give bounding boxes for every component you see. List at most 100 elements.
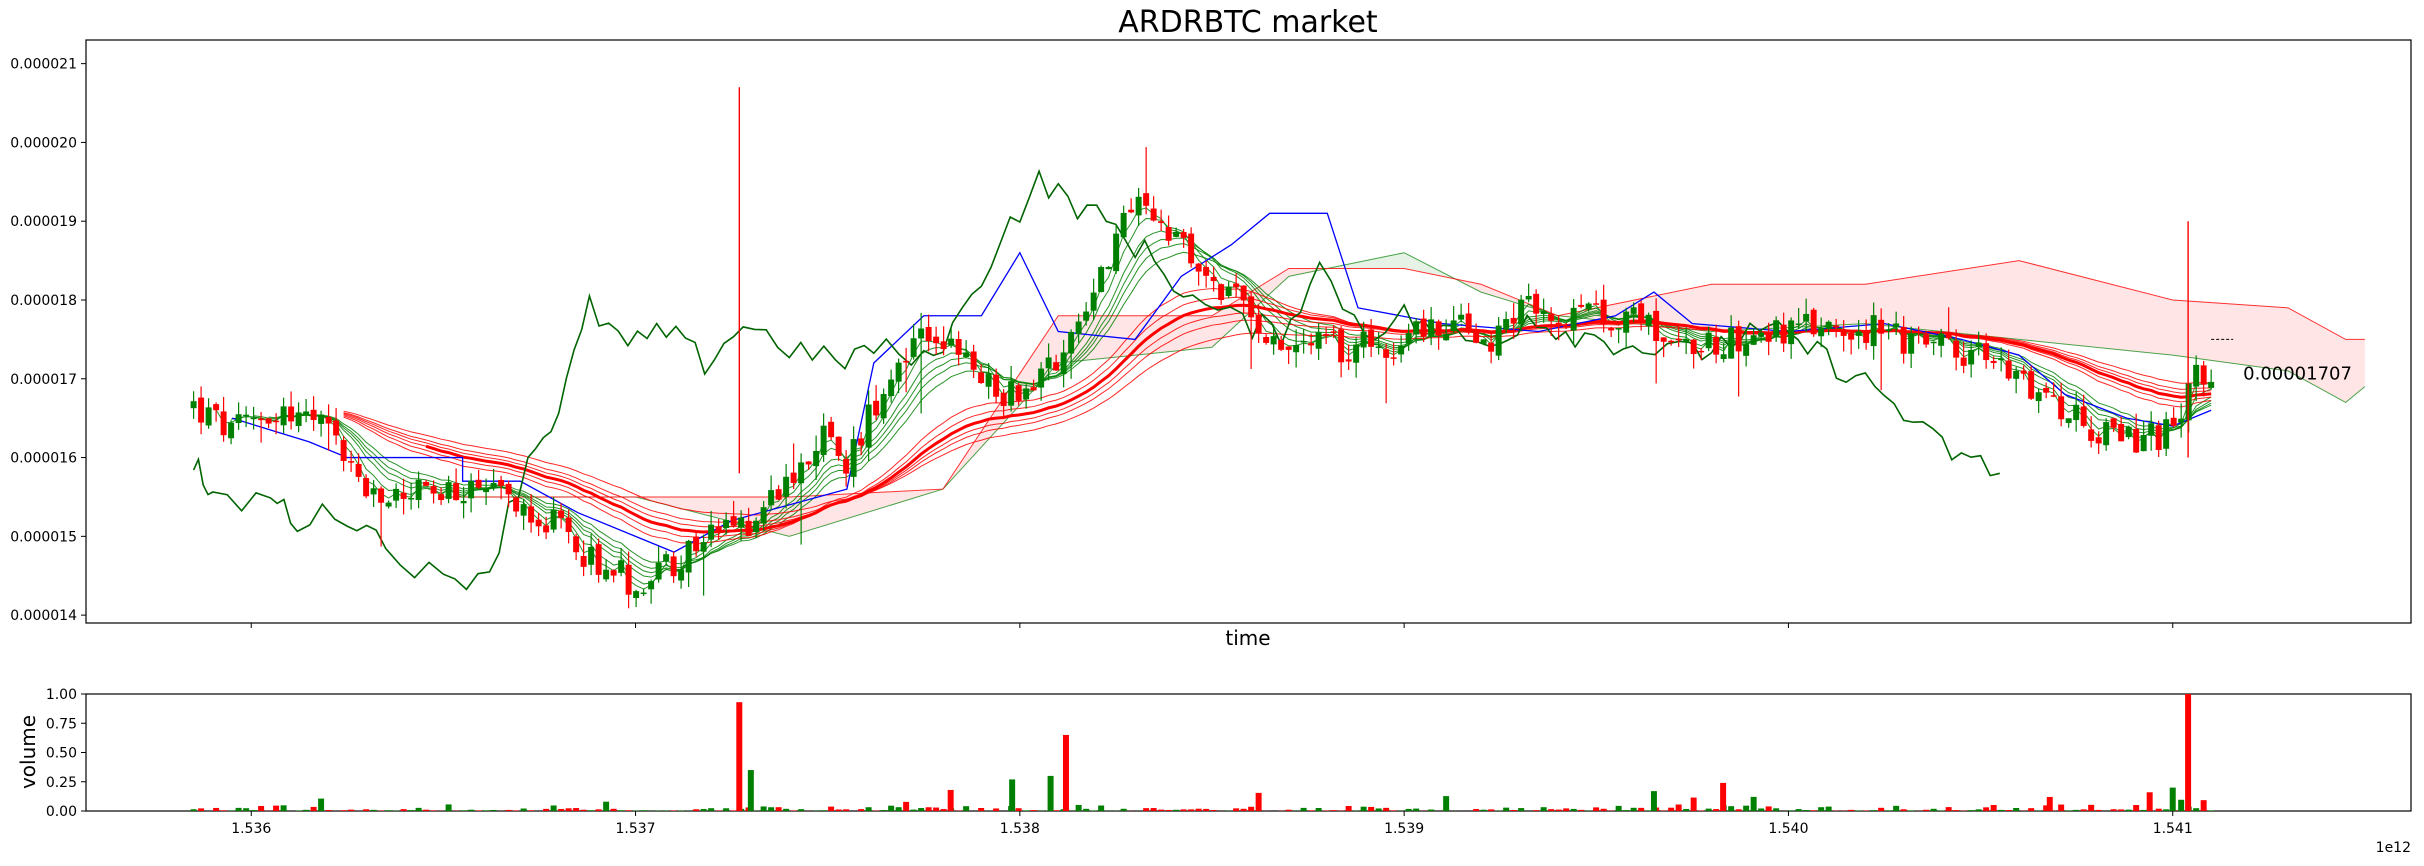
- candle-body-82: [806, 461, 812, 464]
- volume-bar-12: [281, 805, 287, 811]
- candle-body-209: [1758, 333, 1764, 337]
- volume-bar-228: [1901, 809, 1907, 811]
- candle-body-235: [1953, 341, 1959, 358]
- volume-bar-20: [341, 810, 347, 811]
- y-tick-label-5: 0.000019: [10, 214, 77, 230]
- candle-body-167: [1443, 334, 1449, 340]
- candle-body-102: [956, 339, 962, 355]
- candle-body-257: [2118, 424, 2124, 441]
- candle-body-134: [1196, 264, 1202, 272]
- volume-bar-105: [978, 808, 984, 811]
- candle-body-214: [1796, 324, 1802, 326]
- candle-body-208: [1751, 335, 1757, 345]
- candle-body-29: [408, 498, 414, 500]
- volume-bar-55: [603, 802, 609, 811]
- candle-body-38: [476, 480, 482, 488]
- cloud-segment-236: [1955, 269, 1961, 333]
- candle-body-143: [1263, 337, 1269, 343]
- cloud-segment-219: [1846, 284, 1852, 324]
- candle-body-125: [1128, 210, 1134, 213]
- cloud-segment-238: [1968, 267, 1974, 334]
- candle-body-107: [993, 375, 999, 397]
- volume-bar-218: [1826, 807, 1832, 811]
- candle-body-160: [1391, 357, 1397, 359]
- candle-body-206: [1736, 326, 1742, 351]
- cloud-segment-298: [2352, 339, 2358, 397]
- volume-bar-97: [918, 808, 924, 811]
- candle-body-252: [2081, 407, 2087, 426]
- candle-body-139: [1233, 283, 1239, 287]
- candle-body-71: [723, 520, 729, 528]
- volume-bar-7: [243, 808, 249, 811]
- volume-bar-160: [1391, 810, 1397, 811]
- cloud-segment-273: [2192, 301, 2198, 358]
- candle-body-16: [311, 410, 317, 420]
- candle-body-122: [1106, 267, 1112, 269]
- candle-body-246: [2036, 392, 2042, 401]
- candle-body-10: [266, 418, 272, 423]
- volume-bar-49: [558, 809, 564, 811]
- candle-body-43: [513, 498, 519, 512]
- candle-body-195: [1653, 311, 1659, 341]
- volume-bar-254: [2096, 810, 2102, 811]
- volume-bar-162: [1406, 809, 1412, 811]
- cloud-segment-227: [1897, 278, 1903, 327]
- volume-bar-85: [828, 807, 834, 811]
- candle-body-203: [1713, 337, 1719, 355]
- volume-bar-133: [1188, 809, 1194, 811]
- volume-bar-51: [573, 808, 579, 811]
- volume-bar-128: [1151, 808, 1157, 811]
- candle-body-163: [1413, 321, 1419, 334]
- volume-bar-16: [311, 807, 317, 811]
- cloud-segment-192: [1673, 291, 1679, 328]
- volume-bar-38: [476, 810, 482, 811]
- candle-body-103: [963, 352, 969, 357]
- candle-body-222: [1856, 331, 1862, 335]
- volume-bar-167: [1443, 796, 1449, 811]
- volume-bar-86: [836, 809, 842, 811]
- cloud-segment-265: [2141, 292, 2147, 353]
- volume-spike-8: [2185, 694, 2191, 811]
- candle-body-183: [1563, 326, 1569, 328]
- volume-bar-163: [1413, 809, 1419, 811]
- candle-body-148: [1301, 341, 1307, 343]
- cloud-segment-231: [1923, 274, 1929, 330]
- candle-body-129: [1158, 221, 1164, 223]
- candle-body-131: [1173, 232, 1179, 237]
- candle-body-177: [1518, 300, 1524, 325]
- cloud-segment-278: [2224, 303, 2230, 363]
- candle-body-114: [1046, 357, 1052, 368]
- cloud-segment-259: [2102, 282, 2108, 349]
- cloud-segment-220: [1852, 284, 1858, 324]
- candle-body-41: [498, 480, 504, 486]
- candle-body-126: [1136, 197, 1142, 216]
- volume-bar-136: [1211, 810, 1217, 811]
- candle-body-258: [2126, 427, 2132, 437]
- candle-body-83: [813, 451, 819, 466]
- volume-bar-159: [1383, 808, 1389, 811]
- candle-body-60: [641, 593, 647, 595]
- candle-body-32: [431, 486, 437, 493]
- candle-body-179: [1533, 294, 1539, 314]
- volume-bar-257: [2118, 809, 2124, 811]
- volume-bar-165: [1428, 810, 1434, 811]
- volume-bar-103: [963, 806, 969, 811]
- volume-spike-1: [748, 770, 754, 811]
- volume-bar-45: [528, 810, 534, 811]
- candle-body-193: [1638, 303, 1644, 322]
- candle-body-135: [1203, 267, 1209, 276]
- cloud-segment-285: [2269, 307, 2275, 370]
- y-tick-label-7: 0.000021: [10, 57, 77, 73]
- volume-bar-30: [416, 808, 422, 811]
- cloud-segment-146: [1379, 257, 1385, 269]
- candle-body-65: [678, 570, 684, 581]
- candle-body-233: [1938, 333, 1944, 345]
- candle-body-66: [686, 541, 692, 573]
- candle-body-212: [1781, 325, 1787, 344]
- volume-bar-241: [1998, 810, 2004, 811]
- volume-bar-171: [1473, 809, 1479, 811]
- cloud-segment-254: [2070, 274, 2076, 346]
- last-price-label: 0.00001707: [2243, 363, 2352, 384]
- volume-bar-214: [1796, 809, 1802, 811]
- volume-y-label: volume: [16, 715, 40, 789]
